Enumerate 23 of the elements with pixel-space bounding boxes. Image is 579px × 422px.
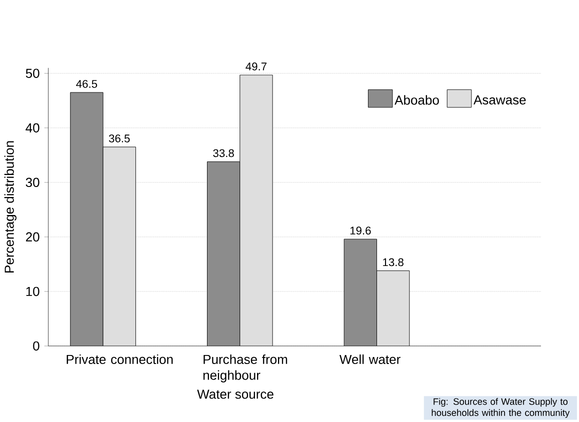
- y-axis-title: Percentage distribution: [4, 141, 16, 273]
- x-axis-title: Water source: [197, 390, 274, 399]
- bar: [376, 270, 410, 346]
- y-tick-label: 40: [26, 123, 40, 133]
- data-label: 46.5: [76, 80, 98, 88]
- y-tick-label: 20: [26, 232, 40, 242]
- bar: [240, 74, 273, 346]
- y-tick-label: 0: [33, 341, 40, 351]
- data-label: 19.6: [350, 226, 371, 235]
- data-label: 13.8: [383, 258, 404, 266]
- y-tick-label: 50: [26, 68, 40, 78]
- x-tick-label: Purchase from neighbour: [203, 354, 288, 383]
- x-tick-label: Well water: [339, 354, 400, 364]
- bar: [102, 146, 136, 346]
- text: Fig: Sources of Water Supply to households within the community: [432, 398, 570, 418]
- data-label: 33.8: [213, 149, 234, 158]
- data-label: 49.7: [246, 62, 267, 71]
- x-tick-label: Private connection: [66, 354, 173, 364]
- legend-label: Asawase: [474, 96, 526, 105]
- y-tick-label: 10: [26, 286, 40, 296]
- legend-label: Aboabo: [394, 95, 439, 105]
- data-label: 36.5: [108, 134, 130, 142]
- y-tick-label: 30: [26, 178, 40, 188]
